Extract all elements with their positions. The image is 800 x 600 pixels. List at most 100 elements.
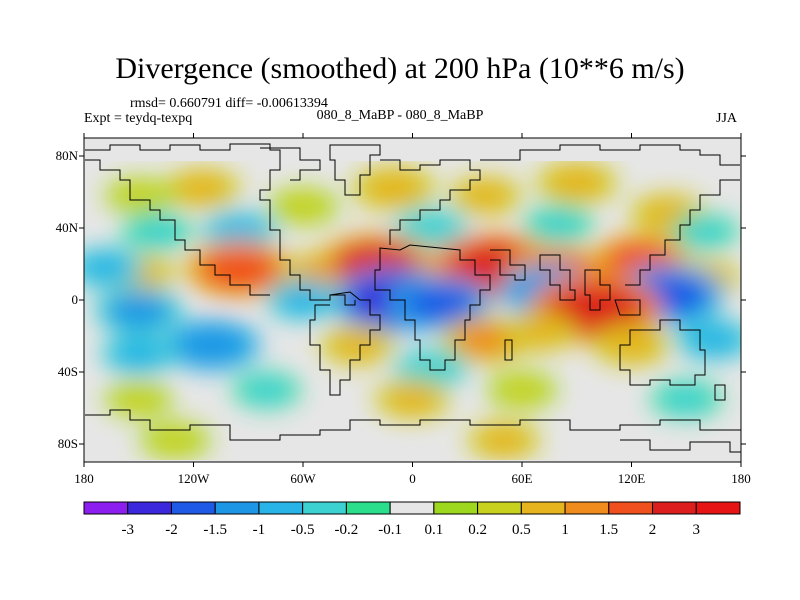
coastline-asia-north — [480, 144, 740, 166]
x-tick-label: 180 — [74, 471, 94, 486]
coastline-new-zealand — [714, 384, 726, 401]
colorbar-label: 3 — [693, 522, 701, 538]
field-blob — [211, 216, 268, 247]
y-tick-label: 40N — [56, 220, 79, 235]
coastline-australia — [619, 319, 706, 386]
colorbar-label: -0.5 — [291, 522, 315, 538]
colorbar-swatch — [477, 501, 522, 515]
colorbar-label: -0.2 — [335, 522, 359, 538]
coastline-north-america — [85, 143, 320, 301]
colorbar-swatch — [389, 501, 435, 515]
field-blob — [198, 247, 281, 291]
colorbar-swatch — [433, 501, 479, 515]
field-blob — [84, 252, 134, 283]
plot-area — [83, 137, 742, 463]
colorbar-swatch — [83, 501, 129, 515]
x-tick-label: 60W — [290, 471, 316, 486]
field-blob — [403, 353, 458, 383]
field-blob — [174, 173, 231, 204]
field-blob — [546, 167, 607, 199]
coastline-southeast-asia — [584, 269, 641, 316]
coastline-madagascar — [504, 339, 513, 361]
coastline-north-america-west — [85, 159, 270, 296]
coastlines — [85, 143, 741, 453]
case-label: 080_8_MaBP - 080_8_MaBP — [316, 108, 484, 123]
colorbar: -3 -2 -1.5 -1 -0.5 -0.2 -0.1 0.1 0.2 0.5 1 1.5 2 3 — [83, 501, 741, 538]
x-tick-label: 120E — [618, 471, 646, 486]
field-blob — [476, 425, 531, 455]
colorbar-label: 0.1 — [424, 522, 443, 538]
field-blob — [679, 218, 730, 246]
field-blob — [149, 426, 202, 455]
colorbar-label: 1.5 — [599, 522, 618, 538]
colorbar-swatch — [214, 501, 260, 515]
experiment-label: Expt = teydq-texpq — [84, 111, 193, 126]
field-blob — [532, 210, 585, 239]
colorbar-swatch — [652, 501, 697, 515]
field-blob — [403, 213, 458, 243]
field-blob — [275, 285, 331, 315]
coastline-arabia-india — [490, 249, 576, 301]
coastline-south-america — [309, 291, 381, 396]
field-blob — [277, 192, 329, 221]
x-tick-label: 180 — [731, 471, 751, 486]
season-label: JJA — [716, 111, 738, 126]
colorbar-swatch — [302, 501, 347, 515]
field-blob — [384, 384, 441, 414]
field-blob — [452, 322, 519, 358]
coastline-antarctica — [85, 409, 741, 441]
colorbar-swatch — [258, 501, 304, 515]
colorbar-swatch — [170, 501, 216, 515]
colorbar-swatch — [520, 501, 566, 515]
colorbar-label: -1.5 — [203, 522, 227, 538]
field-blob — [105, 293, 172, 329]
field-blob — [241, 376, 292, 404]
x-tick-label: 120W — [178, 471, 211, 486]
axes: 80N 40N 0 40S 80S 180 120W 60W 0 60E 120E 180 — [56, 133, 751, 486]
colorbar-swatch — [608, 501, 654, 515]
field-blob — [110, 339, 167, 369]
field-blob — [113, 385, 164, 413]
field-blob — [496, 376, 548, 404]
y-tick-label: 0 — [72, 292, 79, 307]
coastline-europe — [380, 159, 481, 245]
field-blob — [175, 326, 248, 364]
colorbar-label: -3 — [121, 522, 134, 538]
stats-line: rmsd= 0.660791 diff= -0.00613394 — [130, 96, 328, 111]
colorbar-label: -1 — [253, 522, 266, 538]
colorbar-label: -2 — [165, 522, 178, 538]
field-blob — [684, 324, 741, 356]
colorbar-label: 0.5 — [512, 522, 531, 538]
coastline-greenland — [329, 144, 381, 196]
x-tick-label: 0 — [409, 471, 416, 486]
colorbar-label: 2 — [649, 522, 657, 538]
colorbar-label: -0.1 — [378, 522, 402, 538]
field-blob — [113, 182, 164, 210]
colorbar-swatch — [695, 501, 741, 515]
field-blob — [329, 330, 386, 360]
coastline-central-america — [320, 294, 356, 306]
coastline-asia-east — [625, 179, 740, 286]
colorbar-swatch — [127, 501, 172, 515]
colorbar-swatch — [564, 501, 610, 515]
y-tick-label: 40S — [58, 364, 78, 379]
coastline-antarctic-peninsula — [620, 439, 741, 453]
field-blob — [131, 217, 183, 246]
field-blob — [602, 329, 661, 361]
field-blob — [458, 181, 513, 211]
colorbar-label: 0.2 — [468, 522, 487, 538]
y-tick-label: 80N — [56, 148, 79, 163]
chart-title: Divergence (smoothed) at 200 hPa (10**6 … — [115, 52, 685, 85]
field-blob — [363, 171, 426, 205]
colorbar-label: 1 — [561, 522, 569, 538]
x-tick-label: 60E — [512, 471, 533, 486]
colorbar-swatch — [345, 501, 391, 515]
field-blob — [660, 385, 713, 413]
coastline-africa — [374, 244, 491, 371]
y-tick-label: 80S — [58, 436, 78, 451]
field-blob — [513, 317, 568, 347]
field-blob-group — [84, 161, 741, 460]
field-blob — [401, 283, 478, 324]
divergence-field — [84, 161, 741, 460]
